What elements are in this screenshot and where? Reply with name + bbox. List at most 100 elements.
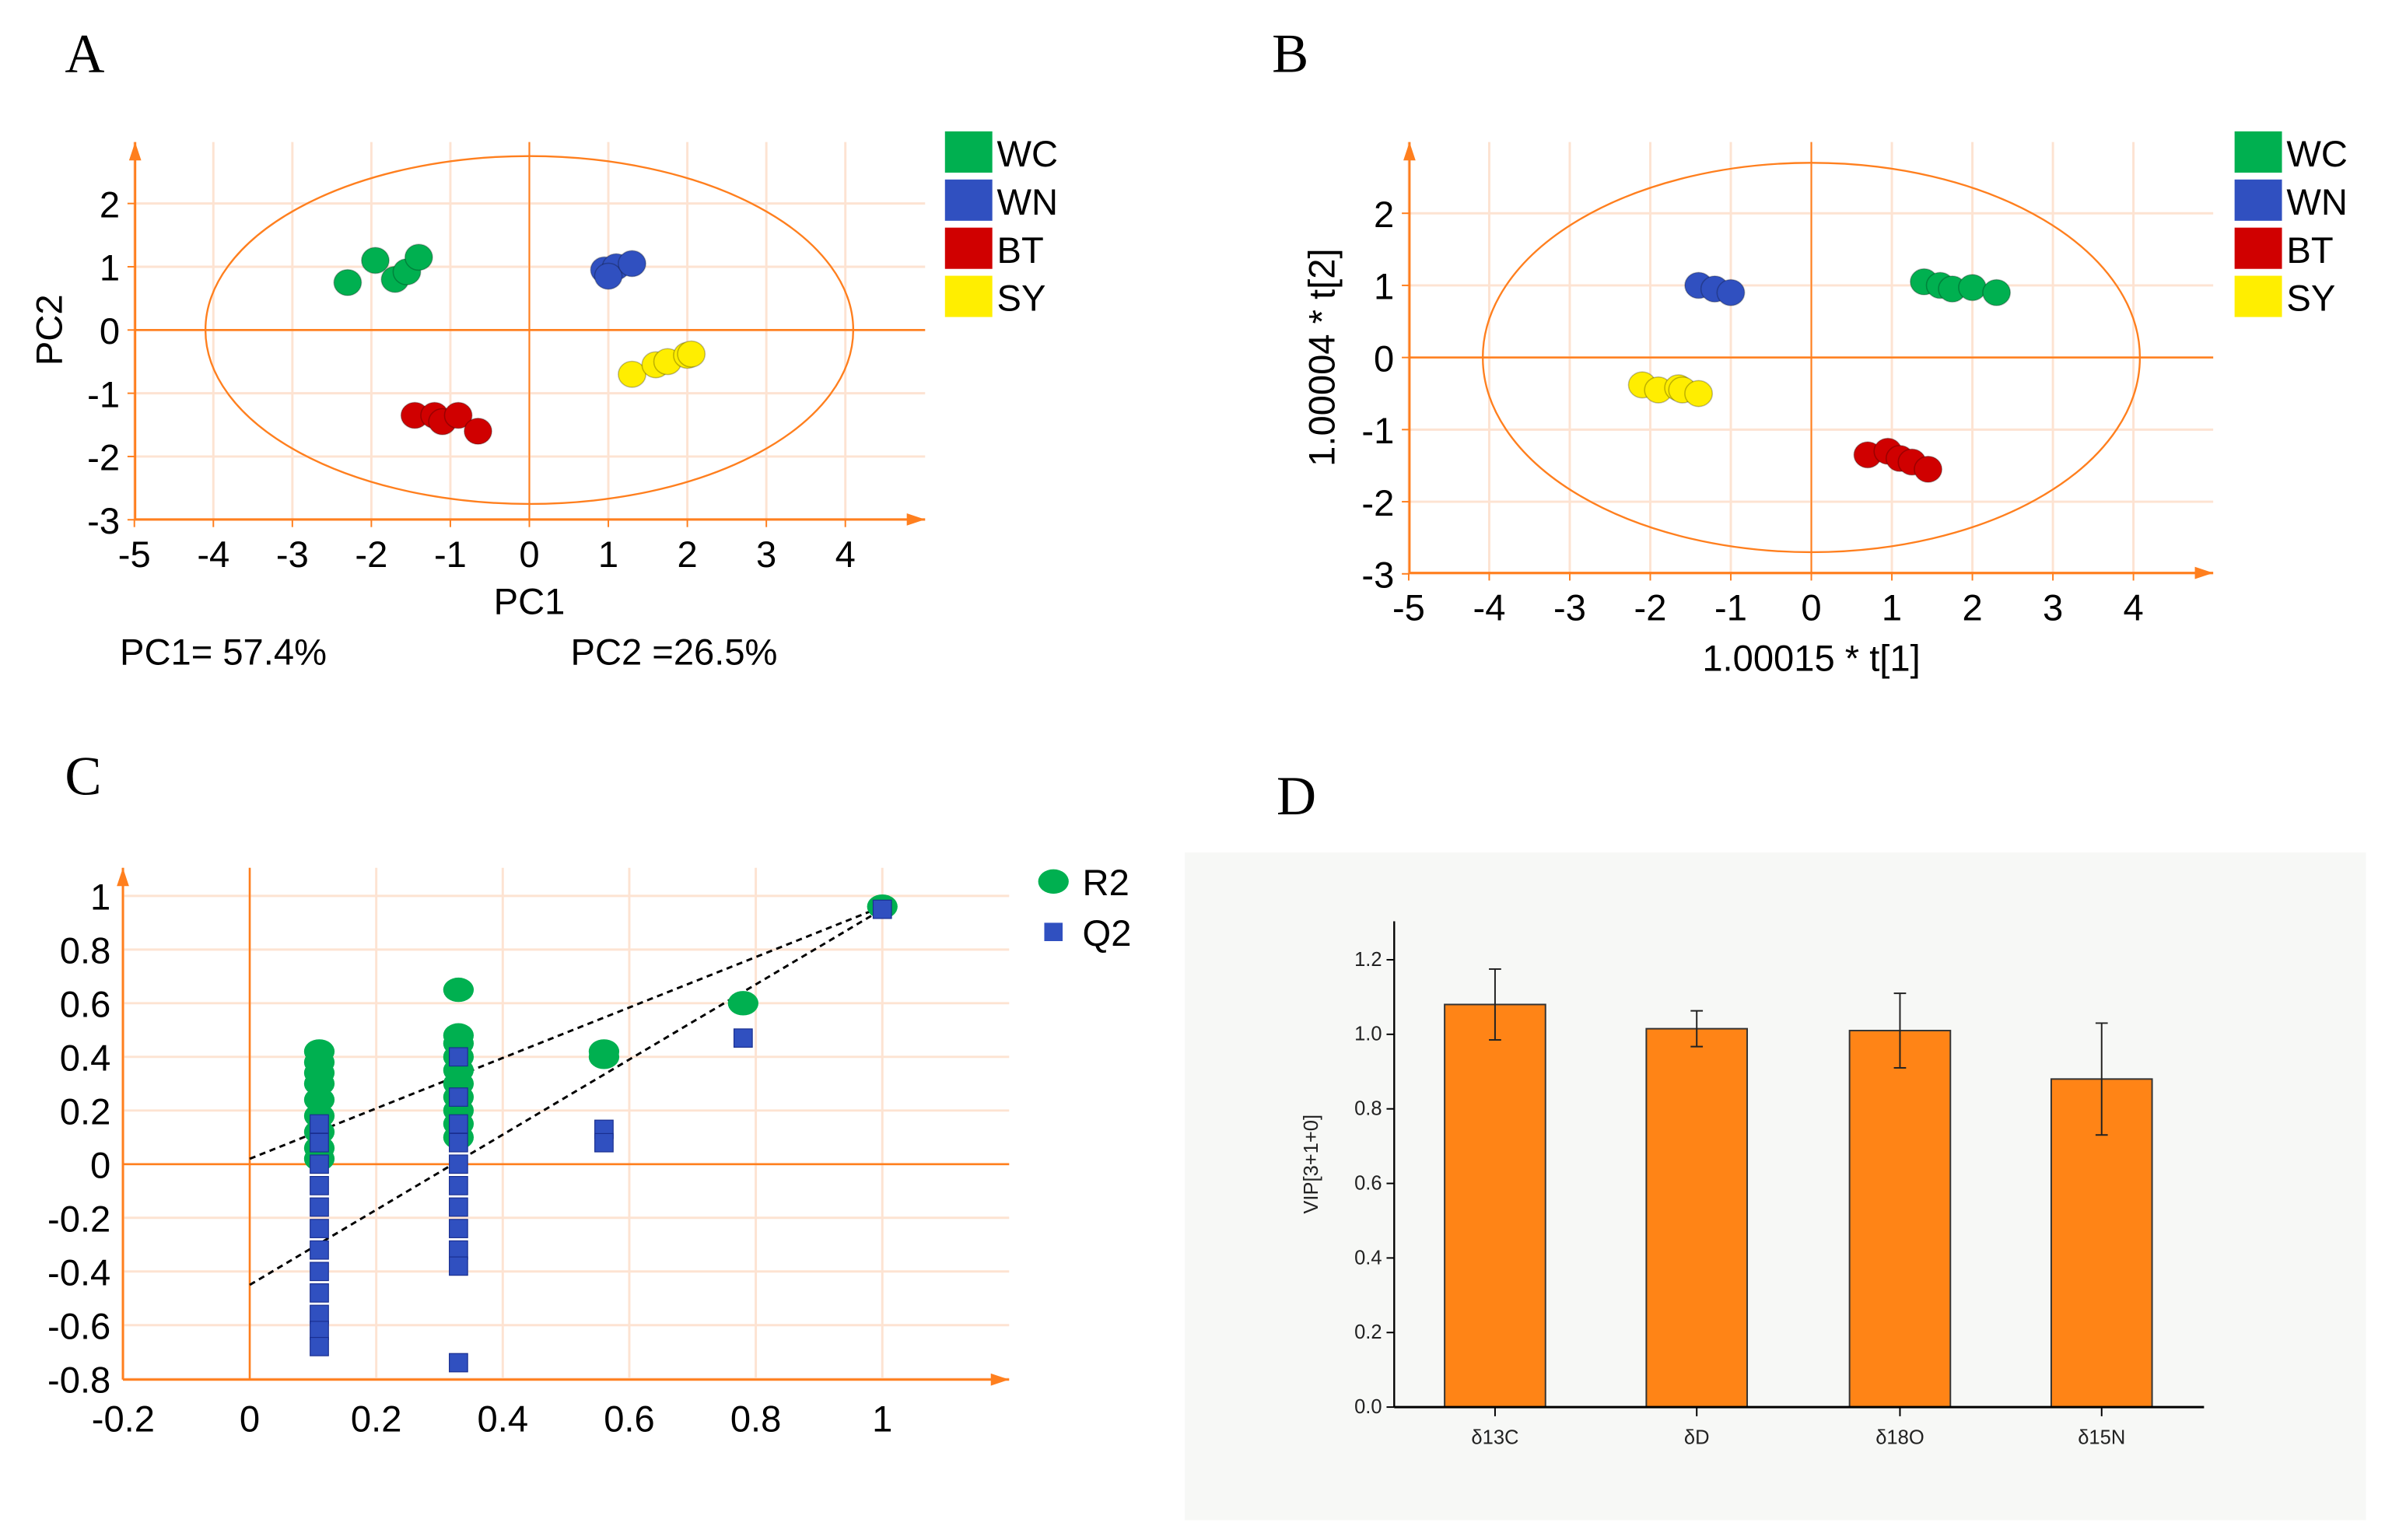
x-tick-label: 0.8 bbox=[730, 1398, 782, 1440]
point-q2 bbox=[310, 1197, 329, 1217]
point-bt bbox=[464, 417, 492, 445]
point-sy bbox=[618, 360, 646, 388]
x-tick-label: -4 bbox=[197, 534, 229, 575]
point-q2 bbox=[310, 1114, 329, 1134]
y-tick-label: -0.2 bbox=[47, 1198, 110, 1239]
x-axis-title: 1.00015 * t[1] bbox=[1702, 637, 1920, 678]
x-tick-label: -5 bbox=[1392, 586, 1425, 628]
point-wn bbox=[594, 262, 623, 290]
x-axis-arrow-icon bbox=[990, 1373, 1010, 1386]
point-q2 bbox=[310, 1154, 329, 1174]
point-q2 bbox=[449, 1132, 468, 1153]
point-q2 bbox=[310, 1336, 329, 1356]
pc1-variance-label: PC1= 57.4% bbox=[120, 631, 327, 672]
point-q2 bbox=[310, 1321, 329, 1341]
point-q2 bbox=[310, 1240, 329, 1260]
x-tick-label: 1 bbox=[872, 1398, 892, 1440]
x-tick-label: -3 bbox=[1553, 586, 1586, 628]
legend-swatch-bt bbox=[944, 227, 993, 269]
x-tick-label: 2 bbox=[1962, 586, 1982, 628]
legend-label-q2: Q2 bbox=[1083, 912, 1132, 954]
point-sy bbox=[1684, 380, 1714, 408]
bar-2 bbox=[1848, 1030, 1952, 1409]
y-tick-label: -2 bbox=[87, 437, 120, 478]
x-axis-arrow-icon bbox=[906, 513, 926, 526]
legend-label-bt: BT bbox=[2286, 229, 2333, 271]
x-tick-label: 0 bbox=[1801, 586, 1821, 628]
point-wc bbox=[1982, 278, 2012, 306]
panel-c-permutation-test: -0.2 0 0.2 0.4 0.6 0.8 1 1 0.8 0.6 0.4 0.2 0 -0.2 -0.4… bbox=[47, 862, 1131, 1439]
y-tick-label: 0 bbox=[1374, 338, 1394, 379]
x-tick-label: -2 bbox=[355, 534, 387, 575]
x-tick-label: -3 bbox=[276, 534, 309, 575]
x-tick-label: 1 bbox=[1882, 586, 1902, 628]
legend-label-bt: BT bbox=[997, 229, 1044, 271]
x-tick-label: δD bbox=[1684, 1426, 1710, 1448]
x-tick-label: 3 bbox=[2043, 586, 2063, 628]
y-tick-label: 0.4 bbox=[1354, 1247, 1382, 1269]
y-tick-label: 1 bbox=[100, 247, 120, 289]
y-axis-arrow-icon bbox=[1403, 142, 1416, 161]
bar-0 bbox=[1444, 1003, 1546, 1409]
y-tick-label: 0.2 bbox=[60, 1090, 111, 1132]
bar-1 bbox=[1645, 1027, 1749, 1409]
legend-label-sy: SY bbox=[997, 278, 1046, 319]
point-r2 bbox=[588, 1045, 620, 1069]
point-q2 bbox=[310, 1304, 329, 1325]
y-tick-label: 1.2 bbox=[1354, 949, 1382, 971]
y-tick-label: 0 bbox=[100, 310, 120, 352]
panel-label-c: C bbox=[65, 746, 101, 807]
point-q2 bbox=[449, 1114, 468, 1134]
y-tick-label: -1 bbox=[1361, 410, 1394, 451]
x-tick-label: -4 bbox=[1473, 586, 1506, 628]
panel-a-pca-scores: -5 -4 -3 -2 -1 0 1 2 3 4 2 1 0 -1 -2 -3 PC1 PC2 WC WN BT SY PC… bbox=[28, 131, 1059, 672]
x-tick-label: δ15N bbox=[2078, 1426, 2125, 1448]
point-r2 bbox=[443, 977, 475, 1003]
point-q2 bbox=[310, 1132, 329, 1153]
point-q2 bbox=[449, 1256, 468, 1276]
panel-b-oplsda-scores: -5 -4 -3 -2 -1 0 1 2 3 4 2 1 0 -1 -2 -3 1.00015 * t[1] 1.… bbox=[1301, 131, 2348, 678]
y-tick-label: 0.6 bbox=[1354, 1172, 1382, 1194]
x-tick-label: -5 bbox=[118, 534, 151, 575]
y-axis-arrow-icon bbox=[117, 867, 129, 887]
point-wn bbox=[1716, 278, 1746, 306]
y-tick-label: -0.4 bbox=[47, 1251, 110, 1293]
y-tick-label: 0.4 bbox=[60, 1037, 111, 1078]
y-tick-label: -3 bbox=[87, 500, 120, 541]
panel-d-vip-bars: δ13C δD δ18O δ15N 0.0 0.2 0.4 0.6 0.8 1.0 1.2 VIP[3… bbox=[1185, 852, 2366, 1521]
legend-label-wn: WN bbox=[997, 181, 1059, 222]
plot-background bbox=[1185, 852, 2366, 1521]
x-tick-label: -1 bbox=[1714, 586, 1747, 628]
legend-marker-r2 bbox=[1038, 869, 1069, 894]
pc2-variance-label: PC2 =26.5% bbox=[571, 631, 778, 672]
point-q2 bbox=[872, 899, 892, 919]
point-q2 bbox=[449, 1219, 468, 1238]
legend-swatch-wn bbox=[944, 179, 993, 221]
legend-swatch-wn bbox=[2234, 179, 2282, 221]
x-tick-label: 4 bbox=[2123, 586, 2143, 628]
y-axis-arrow-icon bbox=[128, 142, 142, 161]
legend-swatch-wc bbox=[944, 131, 993, 173]
x-axis-title: PC1 bbox=[494, 581, 566, 622]
y-axis-title: VIP[3+1+0] bbox=[1301, 1115, 1322, 1214]
x-tick-label: -0.2 bbox=[92, 1398, 155, 1440]
y-tick-label: 0.6 bbox=[60, 984, 111, 1025]
x-tick-label: -1 bbox=[434, 534, 467, 575]
y-tick-label: 1 bbox=[90, 877, 110, 918]
y-tick-label: 0.8 bbox=[60, 930, 111, 971]
point-sy bbox=[677, 340, 706, 368]
point-q2 bbox=[449, 1047, 468, 1067]
hotelling-ellipse bbox=[1482, 162, 2142, 554]
panel-label-b: B bbox=[1272, 23, 1308, 84]
point-wc bbox=[1958, 274, 1988, 302]
legend-swatch-bt bbox=[2234, 227, 2282, 269]
y-tick-label: 2 bbox=[100, 184, 120, 225]
regression-line-q2 bbox=[249, 908, 884, 1286]
x-axis-arrow-icon bbox=[2194, 566, 2214, 579]
y-tick-label: 0.0 bbox=[1354, 1396, 1382, 1418]
y-axis-title: PC2 bbox=[28, 294, 69, 366]
y-tick-label: -1 bbox=[87, 373, 120, 415]
point-wn bbox=[618, 250, 646, 278]
point-wc bbox=[361, 247, 390, 275]
panel-label-d: D bbox=[1277, 766, 1316, 827]
